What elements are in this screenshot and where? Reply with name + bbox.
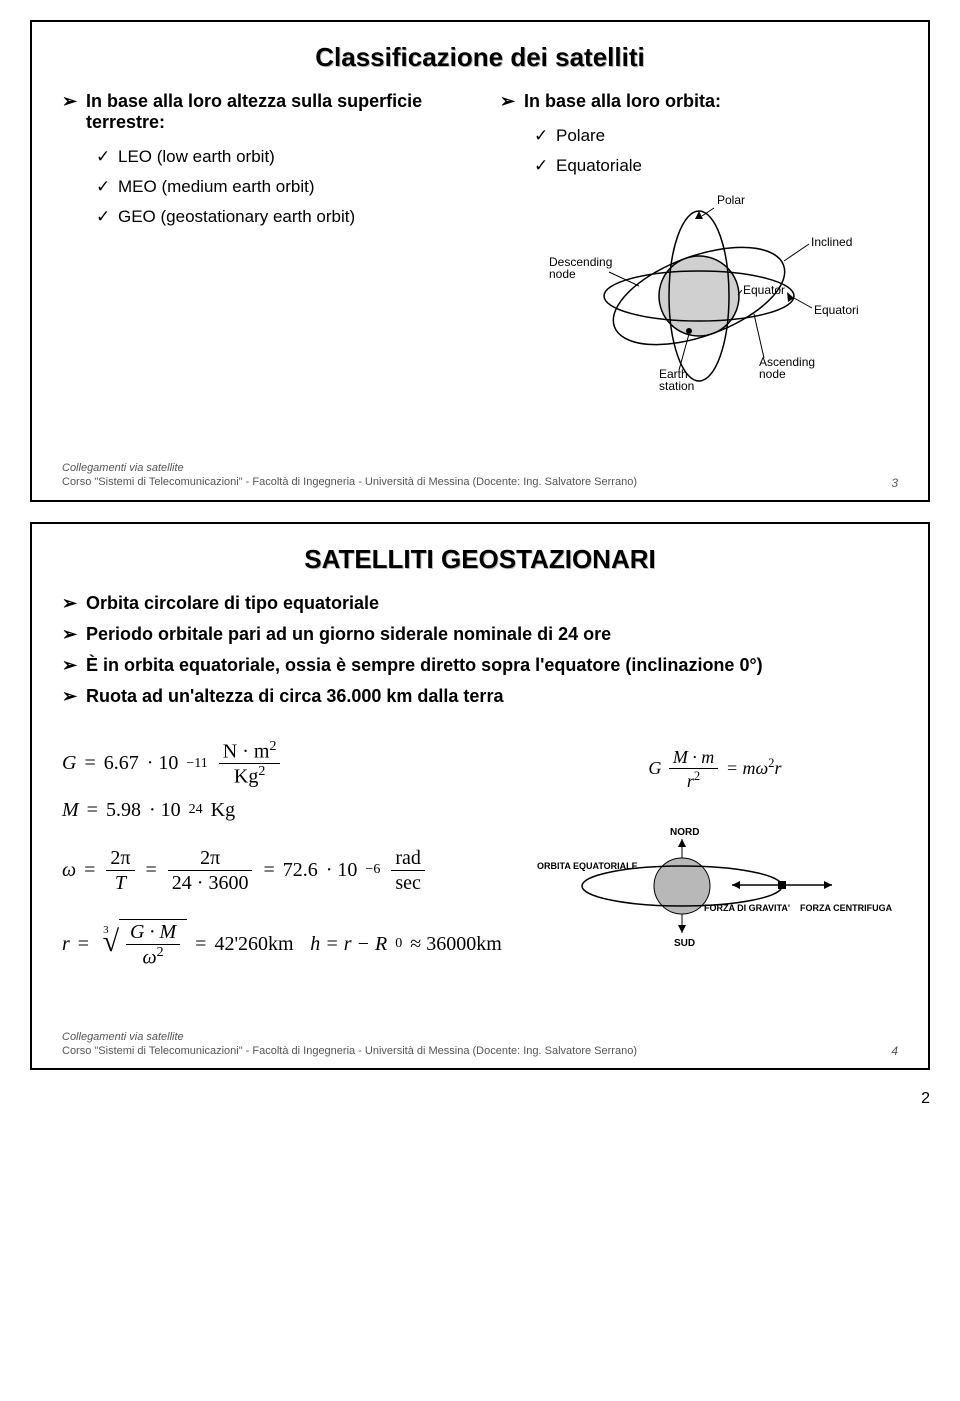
slide2-title: SATELLITI GEOSTAZIONARI: [62, 544, 898, 575]
footer-sub: Corso "Sistemi di Telecomunicazioni" - F…: [62, 475, 637, 489]
slide1-left-item: MEO (medium earth orbit): [90, 177, 460, 197]
slide2-footer: Collegamenti via satellite Corso "Sistem…: [62, 1030, 898, 1059]
formula-h: h = r − R0 ≈ 36000km: [310, 933, 522, 956]
orbit-diagram: Polar Inclined Equatorial Equator Descen…: [500, 186, 898, 411]
slide1-footer: Collegamenti via satellite Corso "Sistem…: [62, 461, 898, 490]
slide2-bullet: Orbita circolare di tipo equatoriale: [62, 593, 898, 614]
svg-text:node: node: [759, 367, 786, 381]
slide1-left-item: LEO (low earth orbit): [90, 147, 460, 167]
formula-r: r = 3 √ G · M ω2 = 42'260km: [62, 919, 294, 970]
slide1-left-heading: In base alla loro altezza sulla superfic…: [62, 91, 460, 133]
formulas-block: G = 6.67 · 10−11 N · m2 Kg2 M = 5.98 · 1…: [62, 729, 522, 980]
svg-text:FORZA DI GRAVITA': FORZA DI GRAVITA': [704, 903, 790, 913]
svg-text:SUD: SUD: [674, 938, 695, 949]
slide1-right-item: Equatoriale: [528, 156, 898, 176]
footer-title: Collegamenti via satellite: [62, 1030, 637, 1044]
slide1-right-heading: In base alla loro orbita:: [500, 91, 898, 112]
footer-title: Collegamenti via satellite: [62, 461, 637, 475]
slide1-left-col: In base alla loro altezza sulla superfic…: [62, 91, 460, 411]
formula-G: G = 6.67 · 10−11 N · m2 Kg2: [62, 739, 522, 789]
slide2-bullet: Periodo orbitale pari ad un giorno sider…: [62, 624, 898, 645]
svg-text:ORBITA EQUATORIALE: ORBITA EQUATORIALE: [537, 861, 638, 871]
slide-2: SATELLITI GEOSTAZIONARI Orbita circolare…: [30, 522, 930, 1071]
slide1-right-item: Polare: [528, 126, 898, 146]
label-polar: Polar: [717, 193, 745, 207]
slide1-right-col: In base alla loro orbita: Polare Equator…: [500, 91, 898, 411]
slide2-right-diagram: G M · m r2 = mω2r: [532, 717, 898, 980]
svg-text:station: station: [659, 379, 694, 393]
formula-M: M = 5.98 · 1024 Kg: [62, 799, 522, 822]
label-inclined: Inclined: [811, 235, 852, 249]
slide1-page-num: 3: [891, 476, 898, 490]
footer-sub: Corso "Sistemi di Telecomunicazioni" - F…: [62, 1044, 637, 1058]
slide-1: Classificazione dei satelliti In base al…: [30, 20, 930, 502]
slide2-bullet: È in orbita equatoriale, ossia è sempre …: [62, 655, 898, 676]
slide2-bullets: Orbita circolare di tipo equatoriale Per…: [62, 593, 898, 707]
svg-text:NORD: NORD: [670, 827, 699, 838]
svg-text:node: node: [549, 267, 576, 281]
svg-text:FORZA CENTRIFUGA: FORZA CENTRIFUGA: [800, 903, 892, 913]
slide2-page-num: 4: [891, 1044, 898, 1058]
formula-omega: ω = 2π T = 2π 24 · 3600 = 72.6 · 10−6 ra…: [62, 846, 522, 895]
slide1-left-item: GEO (geostationary earth orbit): [90, 207, 460, 227]
label-equator: Equator: [743, 283, 785, 297]
equation-gravity: G M · m r2 = mω2r: [532, 747, 898, 793]
doc-page-num: 2: [0, 1090, 930, 1108]
slide2-bullet: Ruota ad un'altezza di circa 36.000 km d…: [62, 686, 898, 707]
slide1-columns: In base alla loro altezza sulla superfic…: [62, 91, 898, 411]
slide1-title: Classificazione dei satelliti: [62, 42, 898, 73]
label-equatorial: Equatorial: [814, 303, 859, 317]
geostationary-diagram: ORBITA EQUATORIALE NORD SUD FORZA DI GRA…: [532, 811, 892, 961]
